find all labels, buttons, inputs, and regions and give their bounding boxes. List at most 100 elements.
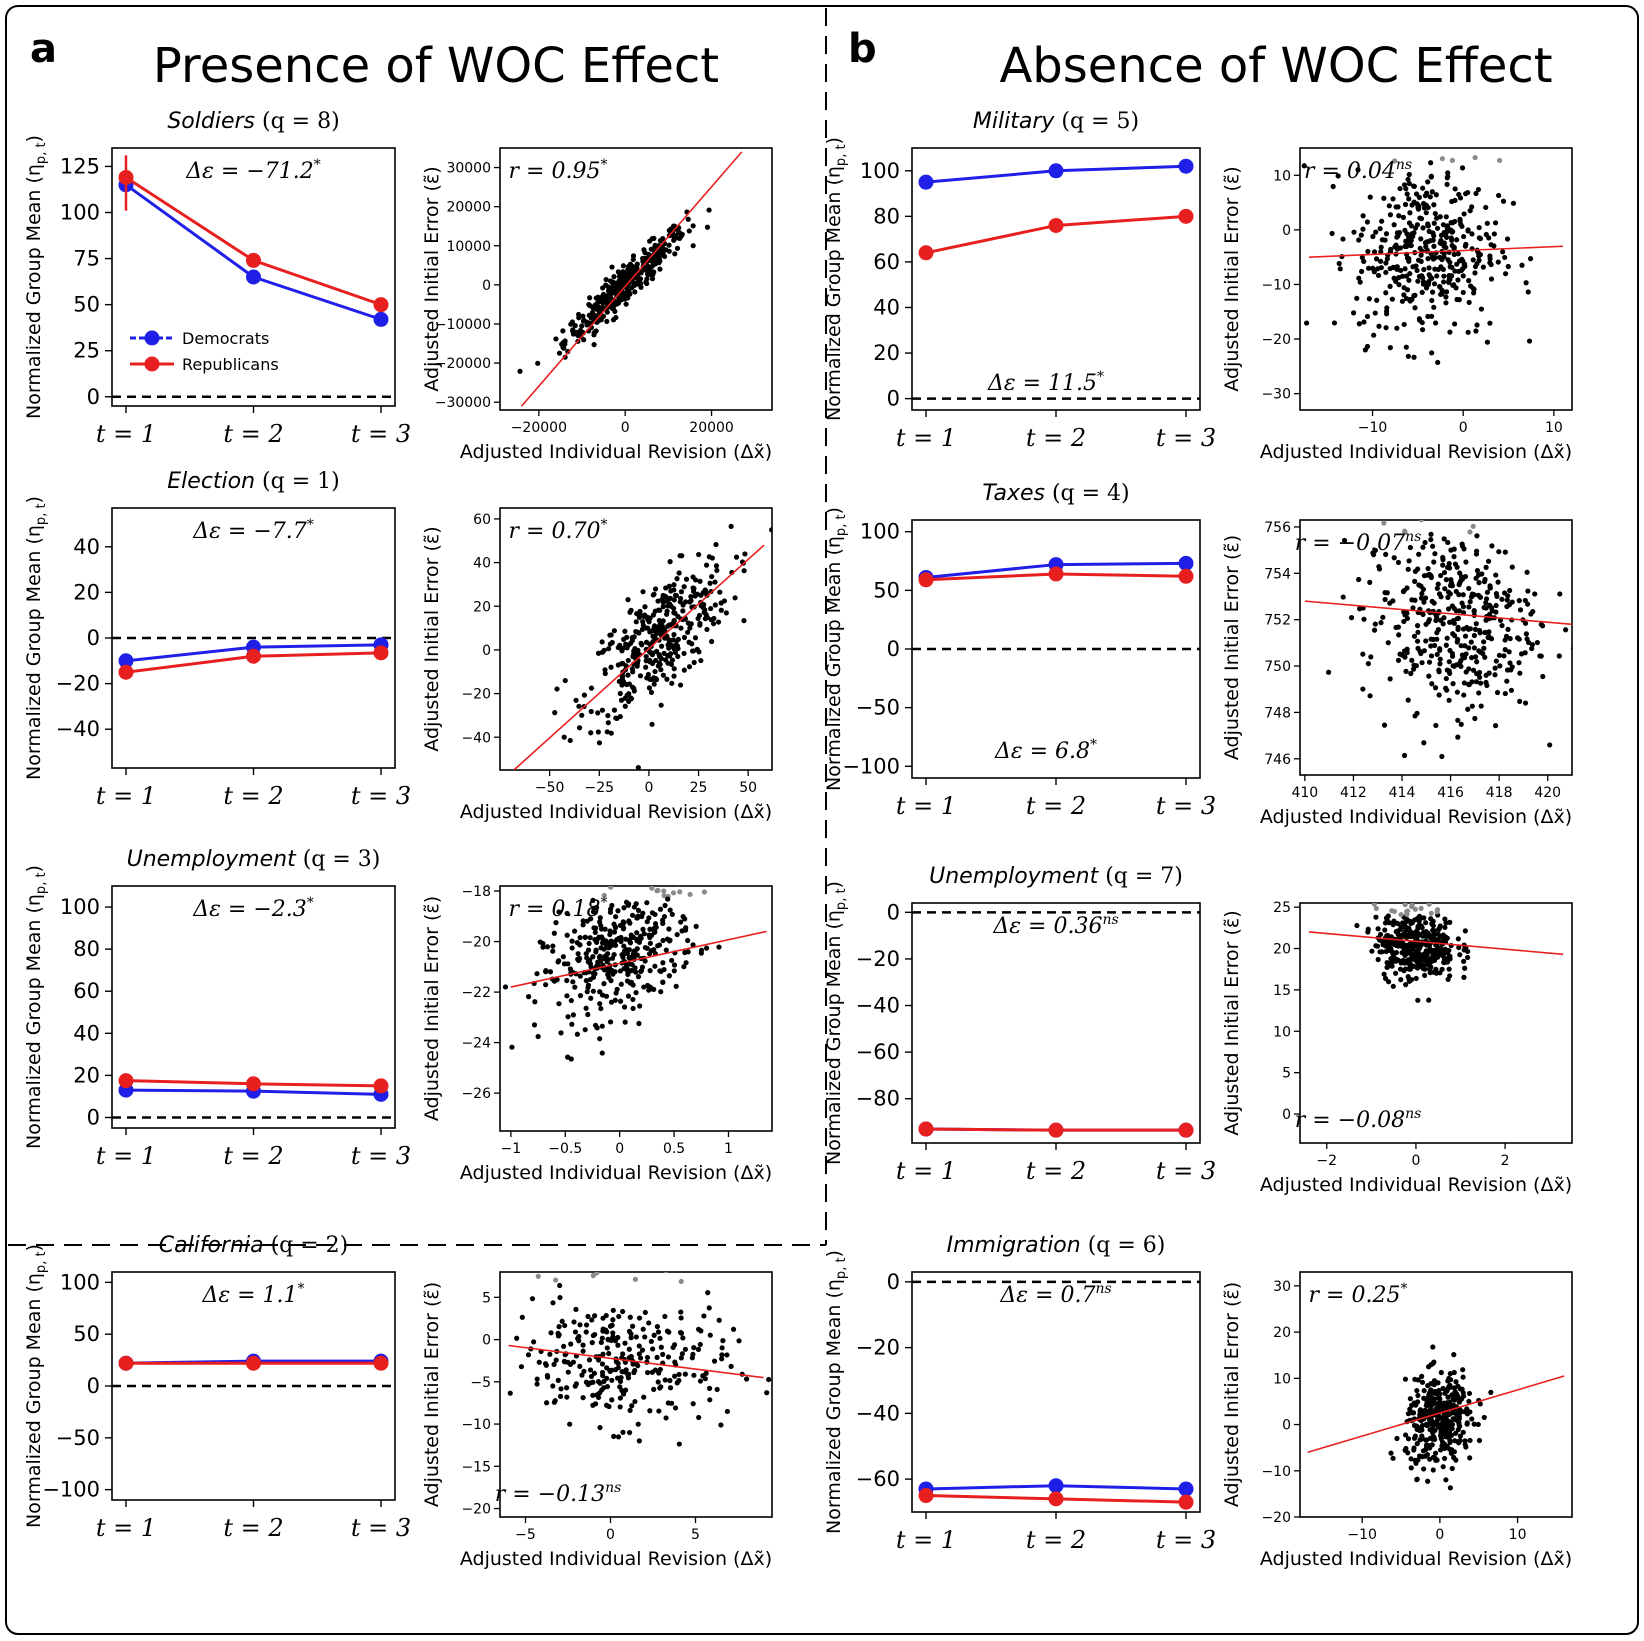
scatter-point	[1430, 543, 1436, 549]
scatter-point	[1525, 289, 1531, 295]
scatter-point	[1405, 1411, 1412, 1417]
scatter-point	[718, 607, 724, 613]
scatter-point	[1356, 275, 1362, 281]
x-tick-label: t = 2	[223, 420, 283, 448]
scatter-point	[1429, 297, 1435, 304]
scatter-point	[1440, 557, 1446, 563]
scatter-point	[1364, 313, 1371, 320]
scatter-point	[560, 328, 566, 334]
scatter-point	[1434, 636, 1440, 642]
y-tick-label: 0	[887, 387, 900, 411]
x-tick-label: t = 3	[351, 1514, 411, 1542]
scatter-point	[625, 1372, 631, 1378]
data-point-republicans	[118, 1355, 134, 1371]
scatter-point	[659, 596, 665, 602]
x-axis-label: Adjusted Individual Revision (Δx̃)	[460, 1548, 772, 1570]
scatter-point	[1430, 1344, 1436, 1350]
scatter-point	[1391, 158, 1398, 164]
data-point-democrats	[246, 269, 261, 285]
y-tick-label: 20	[873, 341, 900, 365]
correlation-annotation: r = 0.18*	[509, 895, 608, 922]
scatter-point	[593, 949, 599, 955]
scatter-point	[688, 598, 694, 604]
scatter-point	[1449, 650, 1456, 657]
scatter-point	[1456, 1416, 1462, 1422]
scatter-point	[591, 332, 597, 338]
scatter-point	[585, 1011, 591, 1018]
scatter-point	[603, 282, 609, 288]
scatter-point	[589, 1317, 595, 1323]
scatter-point	[608, 278, 614, 284]
x-axis-label: Adjusted Individual Revision (Δx̃)	[1260, 1174, 1572, 1196]
scatter-point	[617, 1384, 623, 1390]
scatter-point	[561, 1343, 567, 1349]
scatter-point	[1504, 236, 1511, 242]
scatter-point	[593, 904, 600, 911]
scatter-point	[1394, 234, 1400, 240]
scatter-point	[1375, 272, 1382, 279]
scatter-point	[713, 563, 720, 569]
scatter-point	[713, 541, 719, 548]
scatter-point	[636, 1020, 642, 1027]
scatter-point	[678, 589, 685, 595]
scatter-point	[1356, 576, 1362, 583]
regression-line	[1304, 600, 1572, 626]
x-axis-label: Adjusted Individual Revision (Δx̃)	[460, 1162, 772, 1184]
scatter-point	[585, 984, 591, 991]
scatter-point	[1428, 916, 1434, 922]
scatter-point	[1468, 639, 1474, 645]
scatter-point	[1472, 270, 1478, 276]
scatter-point	[1391, 918, 1397, 924]
scatter-point	[1412, 305, 1418, 311]
y-tick-label: −22	[461, 985, 491, 1001]
scatter-point	[608, 886, 614, 890]
scatter-point	[1458, 574, 1465, 580]
scatter-point	[1409, 657, 1415, 663]
scatter-point	[607, 909, 614, 915]
scatter-point	[637, 1355, 644, 1361]
scatter-point	[650, 633, 656, 639]
scatter-point	[1394, 325, 1400, 331]
scatter-point	[1516, 660, 1522, 666]
scatter-point	[633, 1334, 639, 1340]
data-point-republicans	[373, 297, 389, 313]
scatter-point	[663, 585, 669, 591]
scatter-point	[698, 950, 704, 956]
scatter-point	[1451, 546, 1457, 552]
scatter-point	[687, 625, 693, 631]
chart-taxes_scatter: 410 412 414 416 418 420746748750752754756Adju…	[1221, 519, 1573, 828]
scatter-point	[691, 1345, 697, 1351]
scatter-point	[1393, 204, 1399, 210]
scatter-point	[665, 1354, 672, 1360]
scatter-point	[557, 1294, 563, 1301]
scatter-point	[1408, 903, 1415, 910]
scatter-point	[682, 1346, 689, 1352]
scatter-point	[625, 971, 631, 978]
y-axis-label: Adjusted Initial Error (ε̃)	[421, 166, 443, 391]
scatter-point	[1446, 1435, 1452, 1441]
scatter-point	[1487, 253, 1493, 259]
scatter-point	[608, 632, 614, 638]
scatter-point	[1426, 272, 1432, 278]
scatter-point	[691, 585, 697, 592]
scatter-point	[1415, 1392, 1421, 1399]
scatter-point	[728, 523, 734, 530]
scatter-point	[1428, 910, 1434, 916]
scatter-point	[1420, 544, 1426, 550]
scatter-point	[1445, 949, 1451, 955]
scatter-point	[585, 1313, 591, 1320]
scatter-point	[666, 242, 672, 248]
scatter-point	[612, 942, 619, 948]
scatter-point	[1460, 1429, 1466, 1435]
y-tick-label: −20	[461, 1502, 491, 1518]
scatter-point	[1472, 154, 1478, 161]
scatter-point	[592, 1022, 599, 1028]
scatter-point	[1411, 183, 1417, 189]
scatter-point	[588, 685, 595, 691]
scatter-point	[1454, 689, 1460, 695]
scatter-point	[1441, 229, 1447, 236]
scatter-point	[629, 638, 635, 644]
scatter-point	[642, 1334, 648, 1340]
